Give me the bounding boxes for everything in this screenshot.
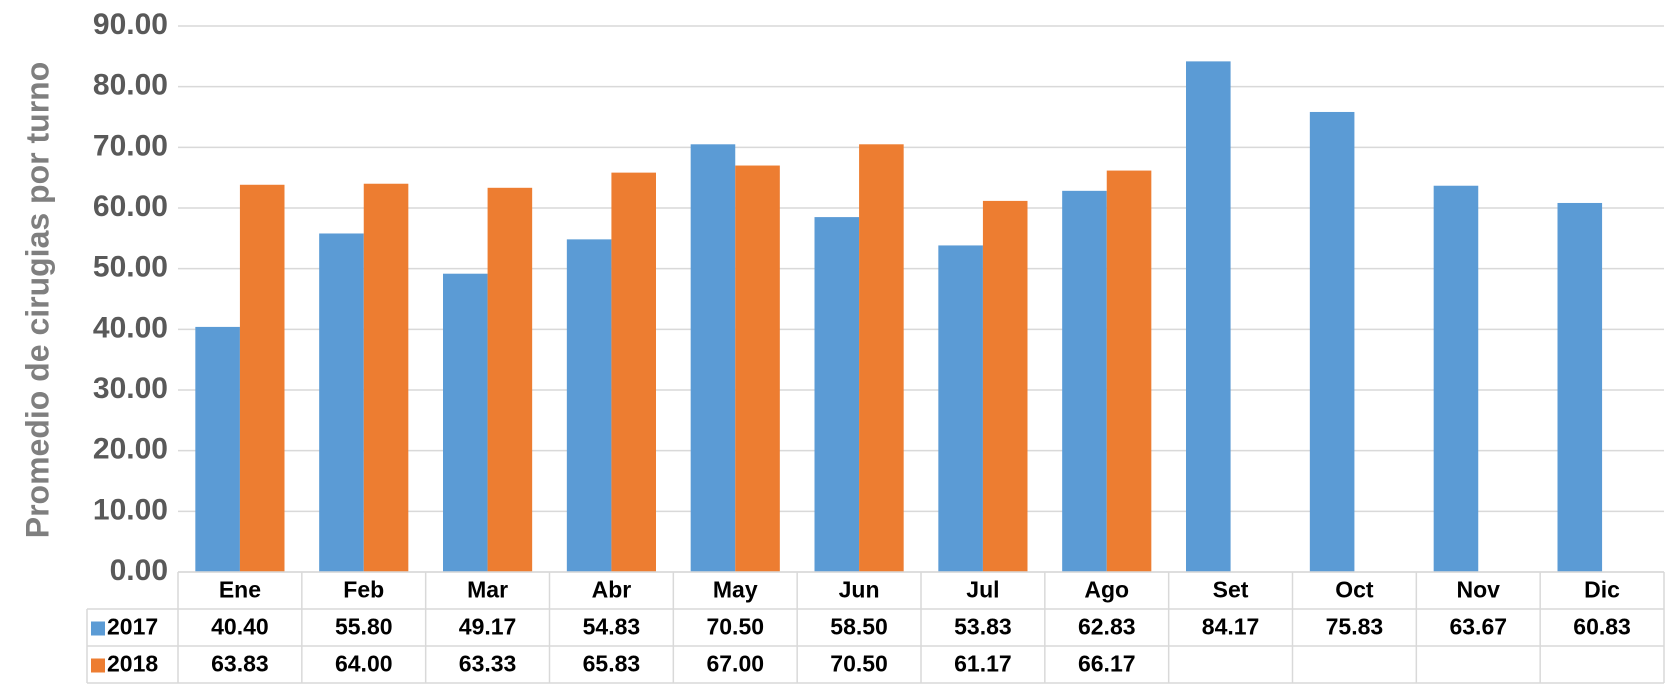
bar: [1106, 170, 1152, 572]
table-value: 66.17: [1078, 651, 1136, 677]
y-tick-label: 0.00: [110, 554, 168, 587]
bar: [566, 239, 612, 572]
y-tick-label: 60.00: [93, 190, 168, 223]
y-tick-label: 50.00: [93, 251, 168, 284]
x-tick-label: Feb: [343, 577, 384, 603]
table-value: 40.40: [211, 614, 269, 640]
bar: [982, 200, 1028, 573]
bar: [1062, 190, 1107, 572]
bar: [1433, 185, 1479, 572]
table-value: 75.83: [1326, 614, 1384, 640]
y-tick-label: 90.00: [93, 8, 168, 41]
legend-swatch: [91, 658, 105, 673]
table-value: 53.83: [954, 614, 1012, 640]
table-value: 60.83: [1573, 614, 1631, 640]
x-tick-label: Ago: [1084, 577, 1129, 603]
table-value: 49.17: [459, 614, 517, 640]
x-tick-label: May: [713, 577, 758, 603]
bar: [195, 326, 240, 572]
table-value: 70.50: [706, 614, 764, 640]
bar: [443, 273, 488, 572]
x-tick-label: Abr: [592, 577, 632, 603]
table-value: 55.80: [335, 614, 393, 640]
table-value: 63.67: [1449, 614, 1507, 640]
bar: [239, 184, 285, 573]
y-tick-label: 30.00: [93, 372, 168, 405]
bar: [1309, 111, 1355, 573]
bar: [859, 144, 904, 573]
x-tick-label: Dic: [1584, 577, 1620, 603]
bar: [611, 172, 656, 572]
x-tick-label: Mar: [467, 577, 508, 603]
x-tick-label: Jul: [966, 577, 999, 603]
bar: [363, 183, 409, 572]
table-value: 61.17: [954, 651, 1012, 677]
table-value: 63.83: [211, 651, 269, 677]
x-tick-label: Oct: [1335, 577, 1374, 603]
x-tick-label: Nov: [1457, 577, 1501, 603]
table-value: 54.83: [583, 614, 641, 640]
table-value: 58.50: [830, 614, 888, 640]
table-value: 62.83: [1078, 614, 1136, 640]
y-axis-title: Promedio de cirugias por turno: [19, 62, 55, 539]
legend-label: 2017: [107, 614, 158, 640]
bar: [487, 187, 533, 572]
legend-label: 2018: [107, 651, 158, 677]
x-tick-label: Set: [1213, 577, 1249, 603]
legend-swatch: [91, 621, 105, 636]
table-value: 84.17: [1202, 614, 1260, 640]
bar: [1186, 61, 1231, 573]
y-tick-label: 10.00: [93, 493, 168, 526]
table-value: 67.00: [706, 651, 764, 677]
y-tick-label: 70.00: [93, 129, 168, 162]
bar: [814, 217, 860, 572]
table-value: 64.00: [335, 651, 393, 677]
bar: [735, 165, 780, 573]
y-tick-label: 40.00: [93, 311, 168, 344]
bar: [319, 233, 364, 573]
x-tick-label: Ene: [219, 577, 261, 603]
table-value: 70.50: [830, 651, 888, 677]
table-value: 63.33: [459, 651, 517, 677]
bar: [690, 144, 736, 573]
x-tick-label: Jun: [839, 577, 880, 603]
bar: [938, 245, 983, 572]
table-value: 65.83: [583, 651, 641, 677]
y-tick-label: 80.00: [93, 69, 168, 102]
y-tick-label: 20.00: [93, 433, 168, 466]
bar: [1557, 202, 1603, 572]
